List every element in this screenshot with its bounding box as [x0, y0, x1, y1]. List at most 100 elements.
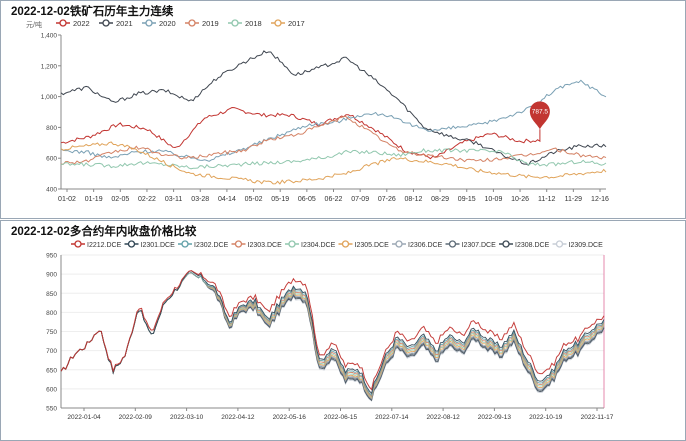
series-line-I2308.DCE [60, 272, 605, 402]
series-line-I2304.DCE [60, 272, 605, 398]
pin-shape [529, 101, 550, 130]
x-tick-label: 2022-03-10 [170, 414, 204, 421]
x-tick-label: 2022-08-12 [426, 414, 460, 421]
legend-item-2018: 2018 [228, 19, 262, 28]
series-line-2017 [60, 141, 607, 185]
pin-label: 787.5 [532, 108, 549, 115]
legend-label: I2302.DCE [194, 242, 229, 249]
x-tick-label: 03-11 [165, 196, 182, 203]
y-tick-label: 1,200 [41, 63, 58, 70]
chart-panel-iron-ore: 2022-12-02铁矿石历年主力连续 元/吨 2022 2021 2020 2019 2… [0, 0, 686, 219]
contracts-comparison-chart: I2212.DCE I2301.DCE I2302.DCE I2303.DCE I230… [46, 240, 614, 421]
series-line-I2306.DCE [60, 272, 605, 400]
iron-ore-yearly-chart: 元/吨 2022 2021 2020 2019 2018 2017 400 600 800 1,00… [26, 19, 609, 203]
x-tick-label: 2022-10-19 [529, 414, 563, 421]
y-tick-label: 800 [46, 125, 57, 132]
legend-item-2021: 2021 [99, 19, 133, 28]
legend-item-I2308.DCE: I2308.DCE [499, 240, 550, 249]
legend-item-I2303.DCE: I2303.DCE [231, 240, 282, 249]
x-tick-label: 09-15 [458, 196, 476, 203]
x-tick-label: 01-19 [85, 196, 103, 203]
legend-item-I2302.DCE: I2302.DCE [178, 240, 229, 249]
legend-marker-circle [74, 240, 82, 248]
legend-marker-circle [102, 19, 110, 27]
x-tick-label: 2022-01-04 [67, 414, 101, 421]
legend-item-I2304.DCE: I2304.DCE [285, 240, 336, 249]
x-tick-label: 05-19 [271, 196, 289, 203]
legend-marker-circle [341, 240, 350, 248]
x-tick-label: 10-26 [511, 196, 529, 203]
x-tick-label: 2022-05-16 [273, 414, 307, 421]
legend-label: I2309.DCE [569, 242, 604, 249]
x-tick-label: 07-26 [378, 196, 396, 203]
legend-marker-circle [234, 240, 243, 248]
y-tick-label: 750 [46, 329, 57, 336]
y-tick-label: 550 [46, 406, 57, 413]
y-unit-label: 元/吨 [26, 20, 42, 29]
legend: I2212.DCE I2301.DCE I2302.DCE I2303.DCE I230… [71, 240, 604, 249]
legend-marker-circle [502, 240, 510, 248]
x-tick-label: 2022-11-17 [581, 414, 614, 421]
series-line-I2309.DCE [60, 272, 605, 402]
legend-label: I2305.DCE [355, 242, 390, 249]
legend-item-2020: 2020 [142, 19, 176, 28]
legend-label: I2304.DCE [301, 242, 336, 249]
x-tick-label: 02-05 [111, 196, 129, 203]
max-value-pin: 787.5 [529, 101, 550, 130]
y-tick-label: 400 [46, 187, 57, 194]
legend: 元/吨 2022 2021 2020 2019 2018 2017 [26, 19, 305, 29]
series-line-I2307.DCE [60, 272, 605, 401]
y-tick-label: 800 [46, 310, 57, 317]
legend-marker-circle [231, 19, 239, 27]
series-line-I2302.DCE [60, 272, 605, 397]
chart-panel-contracts: 2022-12-02多合约年内收盘价格比较 I2212.DCE I2301.DCE… [0, 220, 686, 441]
x-tick-label: 08-12 [404, 196, 422, 203]
y-tick-label: 600 [46, 386, 57, 393]
legend-marker-circle [274, 19, 282, 27]
legend-marker-circle [145, 19, 153, 27]
legend-marker-circle [127, 240, 136, 248]
legend-label: 2019 [202, 19, 219, 28]
legend-item-2017: 2017 [271, 19, 305, 28]
series-line-2022 [60, 106, 541, 160]
legend-label: 2017 [288, 19, 305, 28]
legend-item-I2309.DCE: I2309.DCE [552, 240, 604, 249]
legend-item-I2306.DCE: I2306.DCE [392, 240, 443, 249]
x-tick-label: 2022-07-14 [375, 414, 409, 421]
chart-title: 2022-12-02多合约年内收盘价格比较 [11, 226, 197, 238]
x-tick-label: 12-16 [591, 196, 609, 203]
legend-label: 2021 [116, 19, 133, 28]
x-tick-label: 11-29 [565, 196, 582, 203]
legend-label: 2020 [159, 19, 176, 28]
x-tick-label: 11-12 [538, 196, 555, 203]
series-line-2019 [60, 115, 607, 165]
x-tick-label: 2022-02-09 [119, 414, 153, 421]
y-tick-label: 950 [46, 253, 57, 260]
x-tick-label: 02-22 [138, 196, 156, 203]
chart-title: 2022-12-02铁矿石历年主力连续 [11, 6, 174, 18]
legend-label: I2301.DCE [141, 242, 176, 249]
legend-marker-circle [188, 19, 196, 27]
legend-label: 2022 [73, 19, 90, 28]
y-tick-label: 1,000 [41, 94, 58, 101]
legend-marker-circle [288, 240, 296, 248]
legend-label: I2306.DCE [408, 242, 443, 249]
legend-label: I2212.DCE [87, 242, 122, 249]
legend-label: 2018 [245, 19, 262, 28]
legend-item-2019: 2019 [185, 19, 219, 28]
legend-item-I2307.DCE: I2307.DCE [445, 240, 496, 249]
legend-marker-circle [395, 240, 403, 248]
legend-item-I2301.DCE: I2301.DCE [124, 240, 176, 249]
legend-marker-circle [59, 19, 67, 27]
x-tick-label: 06-22 [325, 196, 343, 203]
series-line-2020 [60, 79, 607, 162]
y-tick-label: 1,400 [41, 33, 58, 40]
y-tick-label: 650 [46, 367, 57, 374]
x-tick-label: 2022-09-13 [478, 414, 512, 421]
x-tick-label: 2022-06-15 [324, 414, 358, 421]
legend-item-2022: 2022 [56, 19, 90, 28]
y-tick-label: 900 [46, 272, 57, 279]
series-line-I2303.DCE [60, 272, 605, 398]
series-line-I2212.DCE [60, 270, 605, 391]
x-tick-label: 06-05 [298, 196, 316, 203]
